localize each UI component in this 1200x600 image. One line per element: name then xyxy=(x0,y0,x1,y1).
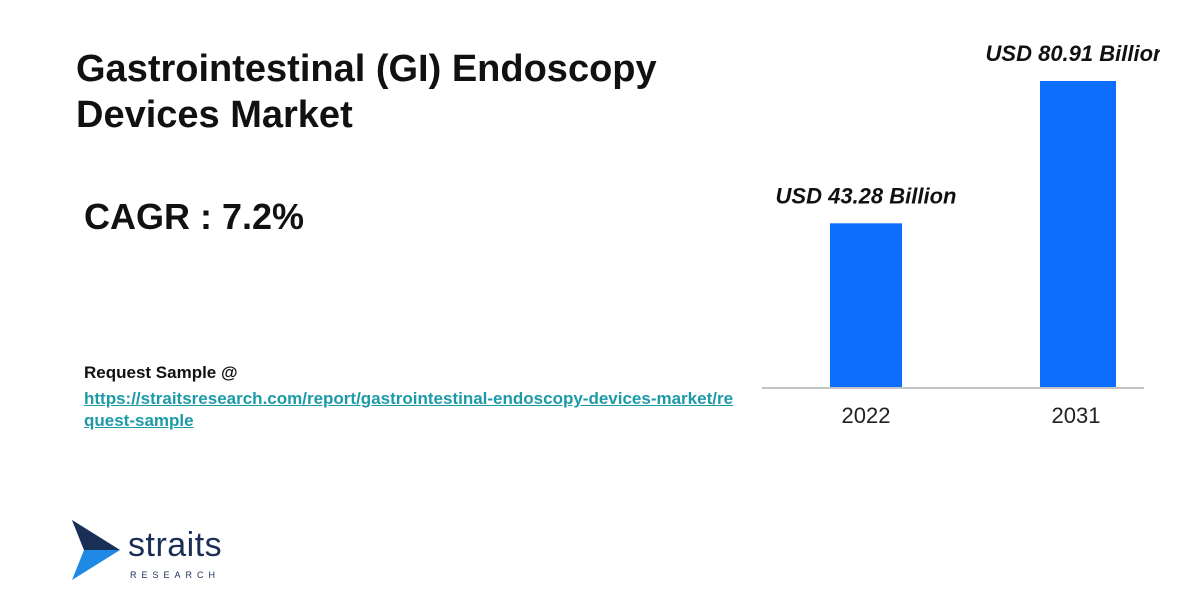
logo-subtitle: RESEARCH xyxy=(130,570,221,580)
request-sample-link[interactable]: https://straitsresearch.com/report/gastr… xyxy=(84,389,734,430)
straits-logo-icon xyxy=(72,520,120,580)
request-sample-label: Request Sample @ xyxy=(84,363,238,382)
data-label-2022: USD 43.28 Billion xyxy=(776,183,957,208)
straits-logo: straits RESEARCH xyxy=(70,518,250,588)
x-tick-label-2031: 2031 xyxy=(1052,403,1101,428)
logo-wordmark: straits xyxy=(128,526,223,564)
data-label-2031: USD 80.91 Billion xyxy=(986,41,1160,66)
page-title: Gastrointestinal (GI) Endoscopy Devices … xyxy=(76,48,657,136)
cagr-label: CAGR : 7.2% xyxy=(84,196,305,237)
x-tick-label-2022: 2022 xyxy=(842,403,891,428)
market-bar-chart: USD 43.28 Billion 2022 USD 80.91 Billion 20… xyxy=(762,41,1160,428)
bar-2031 xyxy=(1040,81,1116,387)
bar-2022 xyxy=(830,223,902,387)
